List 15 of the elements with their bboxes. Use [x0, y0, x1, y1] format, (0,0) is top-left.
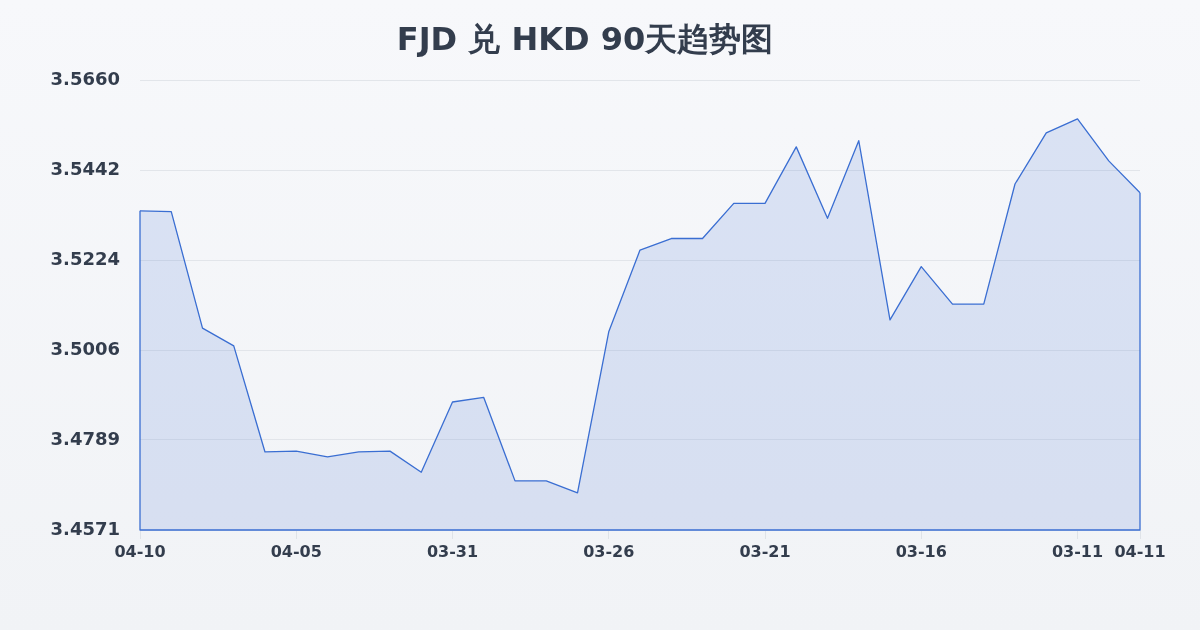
y-tick-label: 3.5224 [50, 248, 120, 270]
x-tick-label: 03-21 [739, 541, 791, 561]
x-tick-label: 04-05 [270, 541, 322, 561]
x-tick-label: 04-11 [1114, 541, 1166, 561]
y-tick-label: 3.5006 [50, 338, 120, 360]
y-tick-label: 3.4789 [50, 427, 120, 449]
chart-title: FJD 兑 HKD 90天趋势图 [396, 19, 774, 58]
x-tick-label: 04-10 [114, 541, 166, 561]
x-tick-label: 03-11 [1051, 541, 1104, 561]
x-tick-label: 03-31 [426, 541, 479, 561]
x-tick-label: 03-16 [895, 541, 947, 561]
y-tick-label: 3.4571 [50, 517, 120, 539]
y-tick-label: 3.5442 [50, 158, 120, 180]
y-tick-label: 3.5660 [50, 68, 120, 90]
x-tick-label: 03-26 [583, 541, 635, 561]
